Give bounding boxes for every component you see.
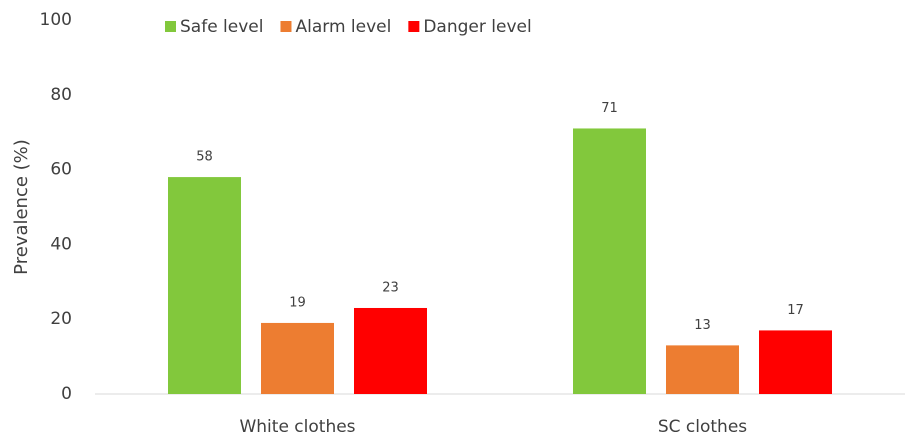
y-tick-label: 60 [50,160,72,180]
legend-label: Safe level [180,17,263,37]
data-label: 17 [787,303,804,318]
y-tick-label: 40 [50,234,72,254]
bar [759,330,832,394]
bar [168,177,241,394]
legend-label: Alarm level [295,17,391,37]
y-tick-label: 80 [50,85,72,105]
bar [354,307,427,394]
x-tick-label: White clothes [239,417,355,437]
y-tick-label: 0 [61,384,72,404]
y-tick-label: 20 [50,309,72,329]
data-label: 13 [694,318,711,333]
bar [261,322,334,394]
x-tick-label: SC clothes [658,417,747,437]
legend-label: Danger level [423,17,531,37]
y-tick-label: 100 [40,10,72,30]
legend-swatch [280,21,292,32]
data-label: 71 [601,101,618,116]
bar [666,345,739,394]
legend-swatch [165,21,176,32]
legend-swatch [408,21,420,32]
data-label: 58 [196,150,213,165]
data-label: 19 [289,295,306,310]
bar [573,128,646,394]
y-axis-label: Prevalence (%) [11,139,32,275]
data-label: 23 [382,280,399,295]
